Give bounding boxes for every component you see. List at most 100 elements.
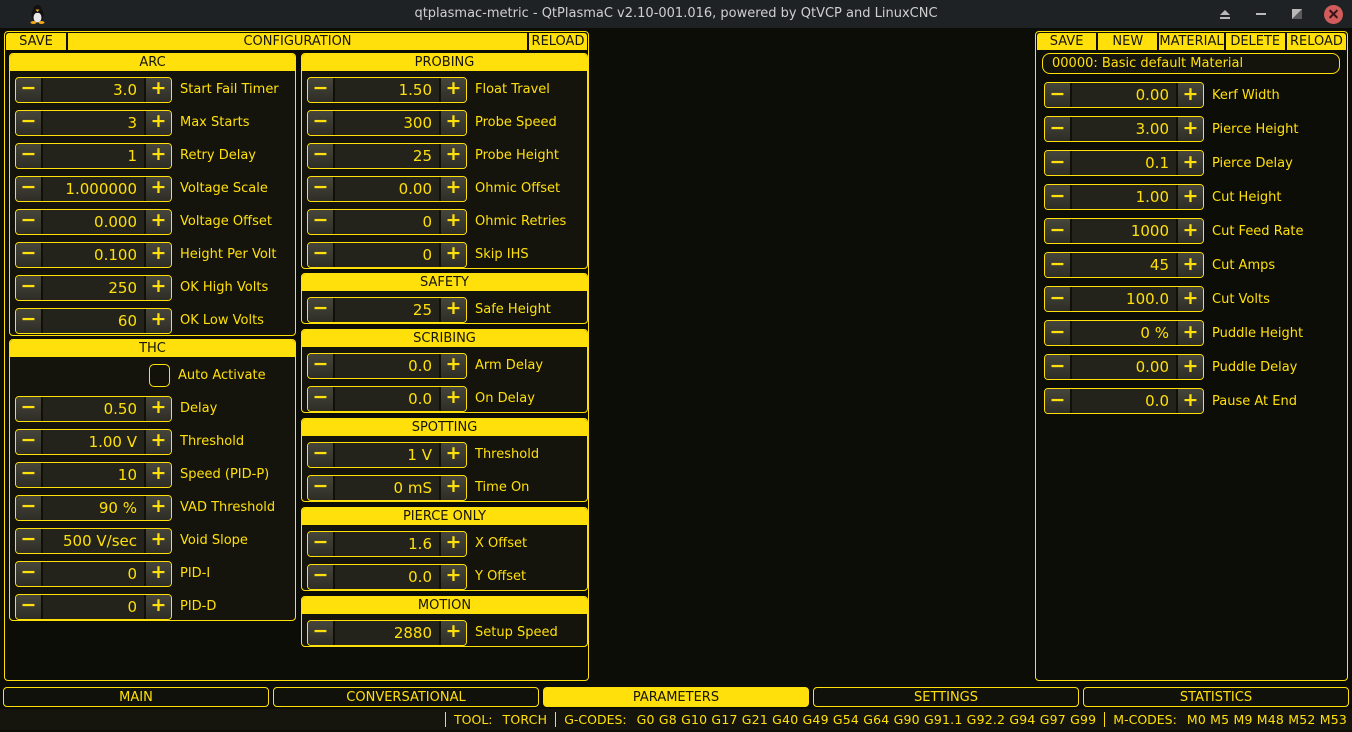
value-display[interactable]: 2880 (393, 623, 432, 642)
increment-button[interactable]: + (144, 308, 171, 333)
decrement-button[interactable]: − (16, 176, 43, 201)
increment-button[interactable]: + (1176, 151, 1203, 175)
decrement-button[interactable]: − (308, 297, 335, 322)
minimize-window-button[interactable] (1250, 3, 1272, 25)
value-display[interactable]: 1000 (1130, 222, 1169, 240)
value-display[interactable]: 0.0 (1145, 392, 1169, 410)
increment-button[interactable]: + (439, 386, 466, 411)
increment-button[interactable]: + (439, 531, 466, 556)
value-display[interactable]: 0.00 (1135, 86, 1169, 104)
value-display[interactable]: 60 (117, 311, 137, 330)
value-display[interactable]: 0.1 (1145, 154, 1169, 172)
decrement-button[interactable]: − (16, 275, 43, 300)
increment-button[interactable]: + (144, 462, 171, 487)
decrement-button[interactable]: − (1045, 389, 1072, 413)
increment-button[interactable]: + (1176, 287, 1203, 311)
value-display[interactable]: 1.00 V (88, 432, 137, 451)
increment-button[interactable]: + (144, 561, 171, 586)
value-display[interactable]: 1.000000 (65, 179, 137, 198)
tab-main[interactable]: MAIN (3, 687, 269, 707)
maximize-window-button[interactable] (1286, 3, 1308, 25)
material-delete-button[interactable]: DELETE (1225, 33, 1285, 50)
value-display[interactable]: 90 % (98, 498, 137, 517)
decrement-button[interactable]: − (308, 353, 335, 378)
increment-button[interactable]: + (439, 209, 466, 234)
increment-button[interactable]: + (439, 143, 466, 168)
material-reload-button[interactable]: RELOAD (1286, 33, 1347, 50)
value-display[interactable]: 3.0 (113, 80, 137, 99)
increment-button[interactable]: + (144, 242, 171, 267)
decrement-button[interactable]: − (16, 429, 43, 454)
tab-settings[interactable]: SETTINGS (813, 687, 1079, 707)
decrement-button[interactable]: − (308, 531, 335, 556)
decrement-button[interactable]: − (308, 143, 335, 168)
value-display[interactable]: 0.100 (94, 245, 137, 264)
increment-button[interactable]: + (439, 564, 466, 589)
decrement-button[interactable]: − (308, 209, 335, 234)
value-display[interactable]: 1.6 (408, 534, 432, 553)
increment-button[interactable]: + (1176, 355, 1203, 379)
value-display[interactable]: 0 (422, 245, 432, 264)
decrement-button[interactable]: − (308, 620, 335, 645)
decrement-button[interactable]: − (1045, 117, 1072, 141)
value-display[interactable]: 0 % (1140, 324, 1169, 342)
decrement-button[interactable]: − (308, 242, 335, 267)
material-save-button[interactable]: SAVE (1037, 33, 1097, 50)
decrement-button[interactable]: − (16, 110, 43, 135)
value-display[interactable]: 3.00 (1135, 120, 1169, 138)
increment-button[interactable]: + (439, 475, 466, 500)
decrement-button[interactable]: − (1045, 185, 1072, 209)
value-display[interactable]: 0.0 (408, 389, 432, 408)
value-display[interactable]: 0.50 (103, 399, 137, 418)
decrement-button[interactable]: − (16, 396, 43, 421)
decrement-button[interactable]: − (16, 308, 43, 333)
increment-button[interactable]: + (144, 528, 171, 553)
value-display[interactable]: 0.0 (408, 567, 432, 586)
decrement-button[interactable]: − (16, 77, 43, 102)
value-display[interactable]: 0 (127, 597, 137, 616)
value-display[interactable]: 0 (127, 564, 137, 583)
tab-statistics[interactable]: STATISTICS (1083, 687, 1349, 707)
decrement-button[interactable]: − (308, 386, 335, 411)
increment-button[interactable]: + (144, 275, 171, 300)
increment-button[interactable]: + (439, 242, 466, 267)
value-display[interactable]: 25 (412, 146, 432, 165)
tab-parameters[interactable]: PARAMETERS (543, 687, 809, 707)
tab-conversational[interactable]: CONVERSATIONAL (273, 687, 539, 707)
value-display[interactable]: 1.50 (398, 80, 432, 99)
decrement-button[interactable]: − (1045, 83, 1072, 107)
increment-button[interactable]: + (439, 77, 466, 102)
value-display[interactable]: 0.000 (94, 212, 137, 231)
increment-button[interactable]: + (1176, 321, 1203, 345)
material-selector[interactable]: 00000: Basic default Material (1042, 53, 1340, 74)
value-display[interactable]: 25 (412, 300, 432, 319)
decrement-button[interactable]: − (308, 564, 335, 589)
increment-button[interactable]: + (144, 110, 171, 135)
decrement-button[interactable]: − (16, 495, 43, 520)
increment-button[interactable]: + (1176, 219, 1203, 243)
material-button[interactable]: MATERIAL (1159, 33, 1224, 50)
value-display[interactable]: 10 (117, 465, 137, 484)
configuration-button[interactable]: CONFIGURATION (68, 33, 527, 50)
increment-button[interactable]: + (144, 176, 171, 201)
increment-button[interactable]: + (439, 110, 466, 135)
save-button[interactable]: SAVE (6, 33, 66, 50)
decrement-button[interactable]: − (1045, 253, 1072, 277)
material-new-button[interactable]: NEW (1098, 33, 1158, 50)
close-window-button[interactable] (1322, 3, 1344, 25)
decrement-button[interactable]: − (1045, 151, 1072, 175)
decrement-button[interactable]: − (1045, 355, 1072, 379)
decrement-button[interactable]: − (308, 176, 335, 201)
increment-button[interactable]: + (439, 297, 466, 322)
reload-button[interactable]: RELOAD (529, 33, 587, 50)
decrement-button[interactable]: − (308, 77, 335, 102)
increment-button[interactable]: + (144, 495, 171, 520)
increment-button[interactable]: + (439, 442, 466, 467)
increment-button[interactable]: + (144, 594, 171, 619)
increment-button[interactable]: + (1176, 83, 1203, 107)
increment-button[interactable]: + (144, 429, 171, 454)
increment-button[interactable]: + (144, 396, 171, 421)
decrement-button[interactable]: − (16, 594, 43, 619)
increment-button[interactable]: + (1176, 253, 1203, 277)
increment-button[interactable]: + (439, 176, 466, 201)
